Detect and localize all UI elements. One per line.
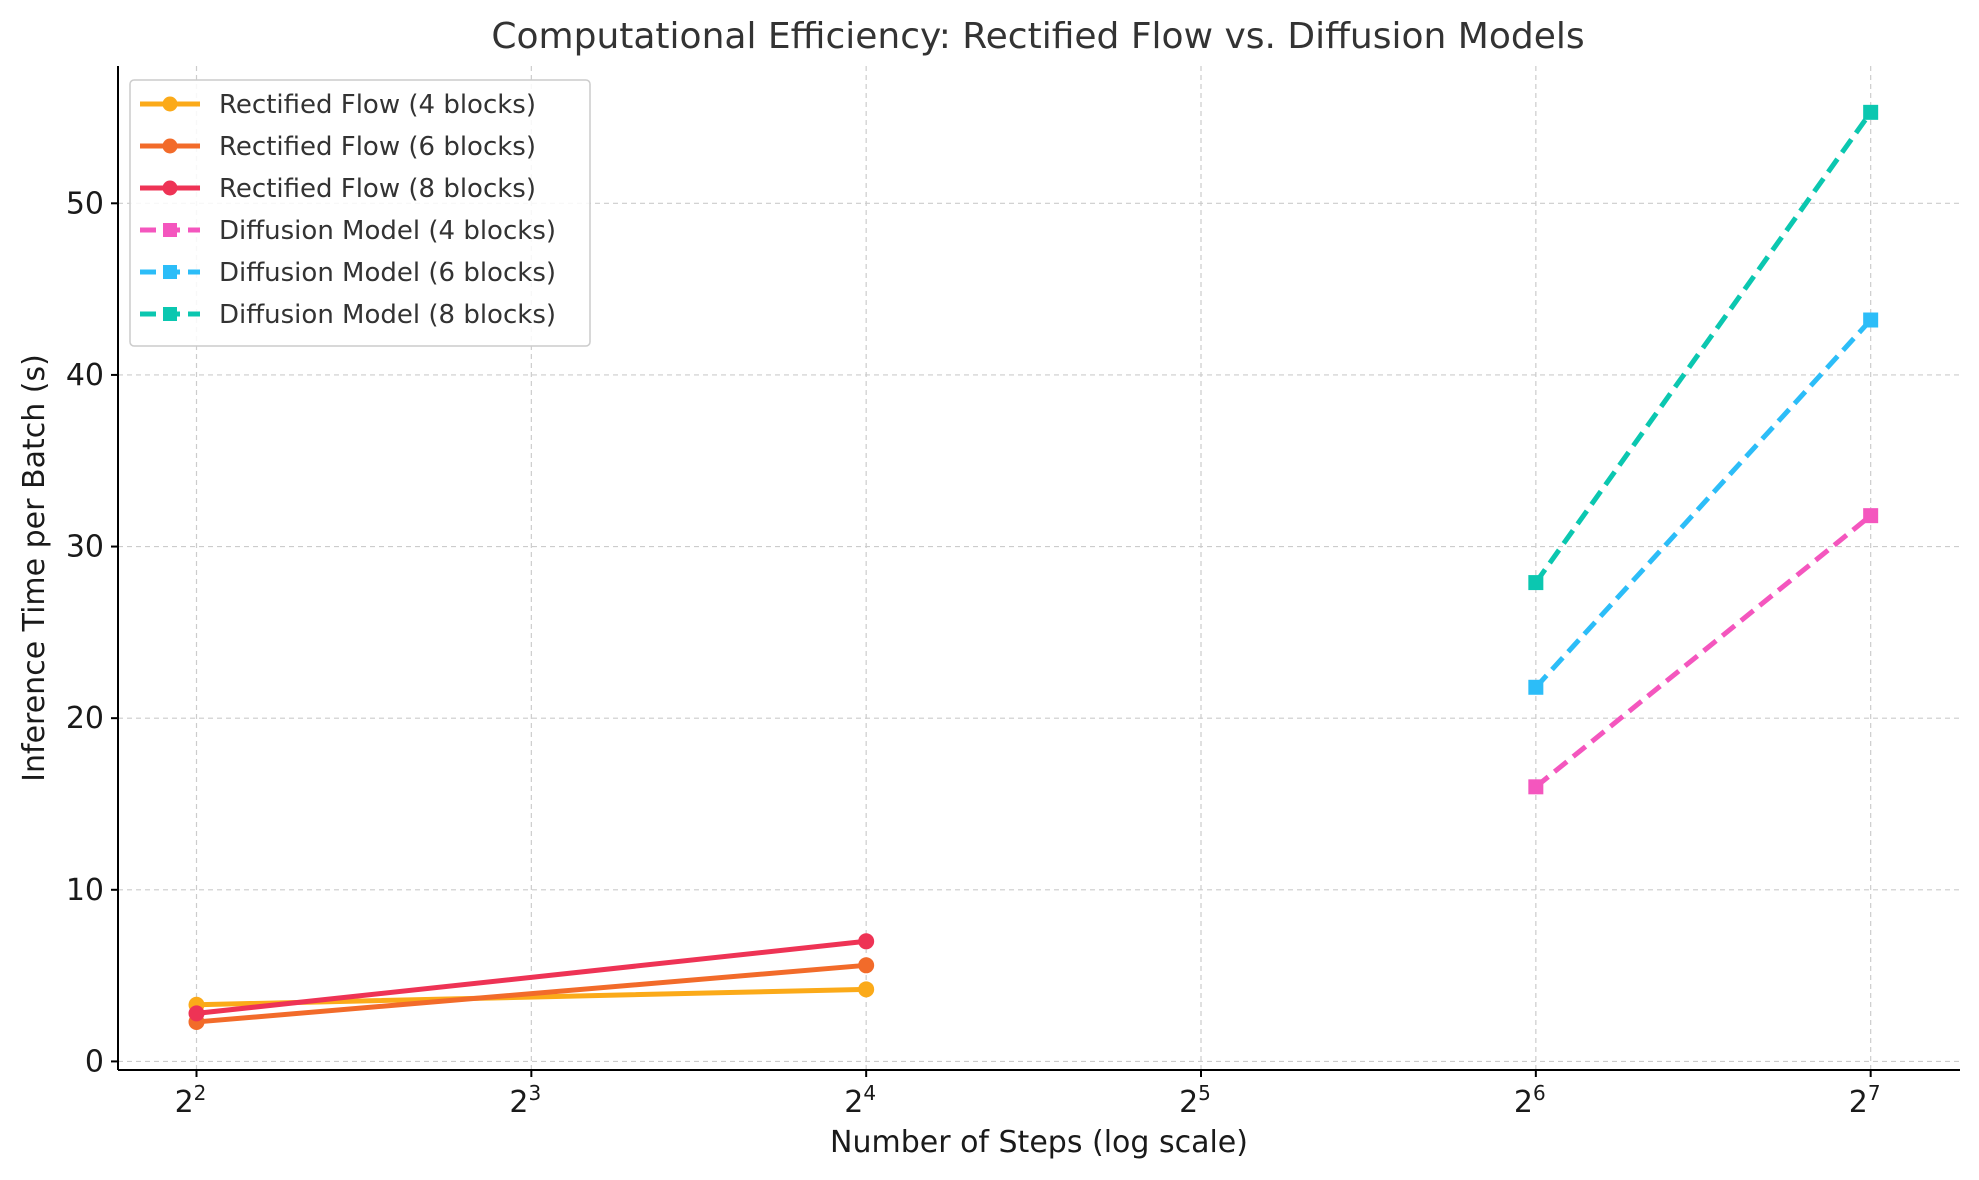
legend-marker (162, 138, 178, 154)
data-point (1863, 312, 1879, 328)
x-tick-base: 2 (175, 1085, 194, 1120)
chart-title: Computational Efficiency: Rectified Flow… (491, 16, 1584, 57)
legend-label: Diffusion Model (8 blocks) (219, 300, 556, 330)
x-tick-base: 2 (509, 1085, 528, 1120)
series-3 (188, 933, 875, 1022)
data-point (1863, 104, 1879, 120)
y-tick-label: 20 (66, 701, 104, 736)
x-tick-exponent: 4 (863, 1081, 876, 1105)
data-point (1528, 575, 1544, 591)
legend-label: Diffusion Model (4 blocks) (219, 216, 556, 246)
y-tick-label: 0 (85, 1044, 104, 1079)
y-tick-label: 30 (66, 530, 104, 565)
legend-item: Rectified Flow (8 blocks) (140, 174, 536, 204)
legend-item: Diffusion Model (6 blocks) (140, 258, 556, 288)
x-tick-exponent: 2 (194, 1081, 207, 1105)
data-point (1528, 779, 1544, 795)
x-tick-label: 27 (1849, 1081, 1881, 1120)
series-line (1533, 318, 1873, 689)
legend-marker (162, 96, 178, 112)
gridlines (118, 66, 1960, 1070)
data-series (188, 104, 1879, 1030)
x-tick-label: 23 (509, 1081, 541, 1120)
x-tick-base: 2 (1514, 1085, 1533, 1120)
y-tick-label: 10 (66, 873, 104, 908)
x-tick-label: 26 (1514, 1081, 1546, 1120)
x-tick-exponent: 6 (1533, 1081, 1546, 1105)
y-axis-ticks: 0 10 20 30 40 50 (66, 186, 118, 1079)
x-tick-base: 2 (1849, 1085, 1868, 1120)
legend-item: Diffusion Model (4 blocks) (140, 216, 556, 246)
x-tick-exponent: 5 (1198, 1081, 1211, 1105)
series-line (194, 938, 869, 1016)
series-line (194, 962, 869, 1025)
x-tick-base: 2 (1179, 1085, 1198, 1120)
y-tick-label: 50 (66, 186, 104, 221)
x-axis-label: Number of Steps (log scale) (830, 1125, 1248, 1160)
legend-marker (162, 180, 178, 196)
data-point (858, 957, 875, 974)
series-line (1533, 110, 1873, 585)
legend-label: Rectified Flow (4 blocks) (219, 90, 536, 120)
x-tick-label: 22 (175, 1081, 207, 1120)
data-point (858, 933, 875, 950)
legend-item: Diffusion Model (8 blocks) (140, 300, 556, 330)
legend-box (129, 79, 591, 347)
x-tick-label: 25 (1179, 1081, 1211, 1120)
legend-item: Rectified Flow (4 blocks) (140, 90, 536, 120)
data-point (1863, 508, 1879, 524)
series-6 (1528, 104, 1879, 591)
axes (117, 66, 1960, 1071)
x-tick-base: 2 (844, 1085, 863, 1120)
legend-label: Rectified Flow (8 blocks) (219, 174, 536, 204)
series-5 (1528, 312, 1879, 695)
series-4 (1528, 508, 1879, 795)
legend-marker (163, 307, 177, 321)
x-tick-label: 24 (844, 1081, 876, 1120)
x-tick-exponent: 7 (1868, 1081, 1881, 1105)
legend: Rectified Flow (4 blocks) Rectified Flow … (129, 79, 591, 347)
legend-label: Rectified Flow (6 blocks) (219, 132, 536, 162)
data-point (188, 1005, 205, 1022)
legend-marker (163, 265, 177, 279)
data-point (1528, 679, 1544, 695)
x-tick-exponent: 3 (529, 1081, 542, 1105)
legend-marker (163, 223, 177, 237)
y-tick-label: 40 (66, 358, 104, 393)
legend-label: Diffusion Model (6 blocks) (219, 258, 556, 288)
legend-item: Rectified Flow (6 blocks) (140, 132, 536, 162)
x-axis-ticks: 22 23 24 25 26 27 (175, 1070, 1881, 1120)
data-point (858, 981, 875, 998)
y-axis-label: Inference Time per Batch (s) (17, 354, 52, 782)
